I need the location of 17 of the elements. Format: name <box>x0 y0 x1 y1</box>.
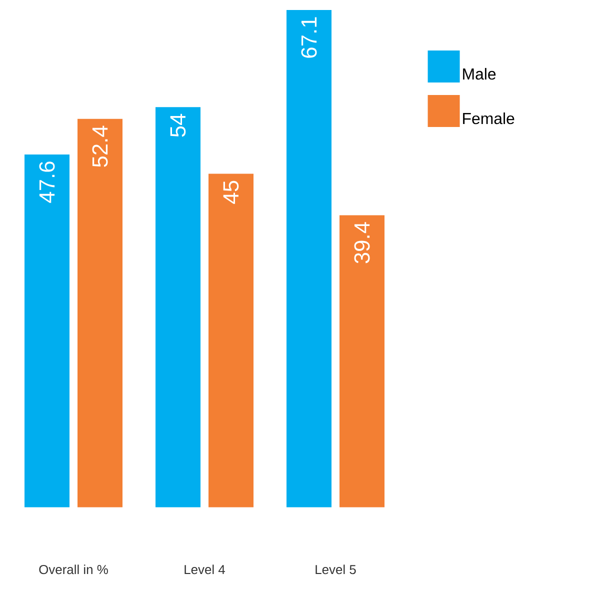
data-label: 39.4 <box>354 222 370 264</box>
x-tick-label: Overall in % <box>39 564 108 574</box>
legend-label: Male <box>463 68 496 80</box>
bar <box>340 215 385 508</box>
x-tick-label: Level 5 <box>316 564 356 574</box>
data-label: 54 <box>170 114 186 137</box>
bar <box>156 107 201 508</box>
data-label: 45 <box>223 180 239 204</box>
x-tick-label: Level 4 <box>184 564 225 574</box>
bar <box>286 10 332 508</box>
data-label: 67.1 <box>301 17 317 58</box>
data-label: 47.6 <box>39 162 55 203</box>
data-label: 52.4 <box>92 126 108 167</box>
bar <box>78 118 122 508</box>
bar <box>208 174 254 508</box>
bar <box>24 154 70 508</box>
legend-label: Female <box>463 112 514 124</box>
